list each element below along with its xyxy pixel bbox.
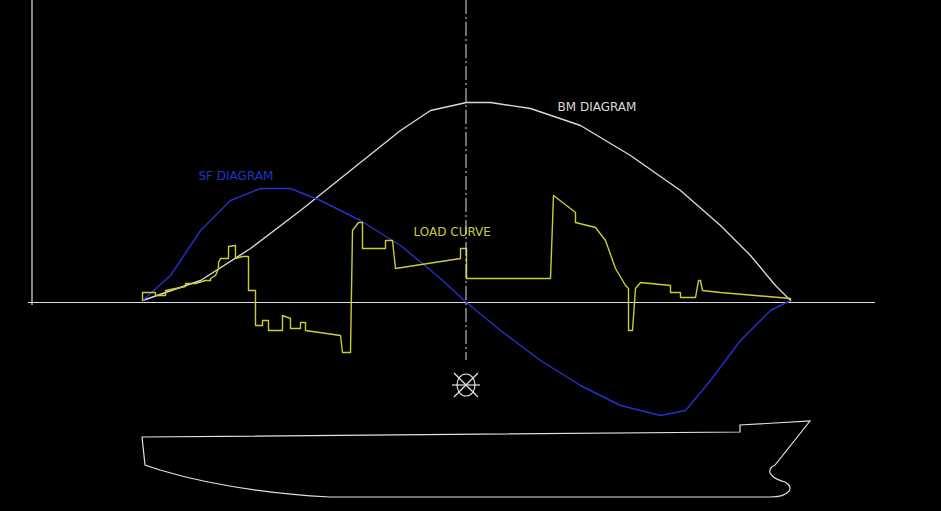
svg-text:LOAD CURVE: LOAD CURVE <box>414 225 491 239</box>
svg-text:SF DIAGRAM: SF DIAGRAM <box>199 169 274 183</box>
svg-text:BM DIAGRAM: BM DIAGRAM <box>558 100 637 114</box>
